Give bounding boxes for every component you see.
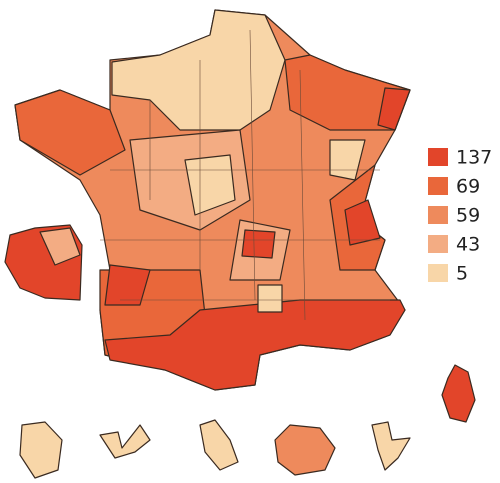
martinique — [199, 419, 239, 471]
landes — [104, 264, 151, 306]
corsica — [441, 364, 476, 423]
cantal — [241, 229, 276, 259]
guadeloupe — [99, 424, 151, 459]
legend-swatch — [428, 235, 448, 253]
legend-label: 59 — [456, 205, 480, 227]
reunion — [274, 424, 336, 476]
legend: 137 69 59 43 5 — [428, 147, 492, 285]
legend-label: 137 — [456, 147, 492, 169]
south-coast — [104, 299, 406, 391]
borders — [100, 29, 390, 321]
alsace — [377, 87, 411, 131]
legend-swatch — [428, 148, 448, 166]
west-islands-inner — [39, 227, 81, 266]
legend-swatch — [428, 177, 448, 195]
legend-label: 43 — [456, 234, 480, 256]
regions — [4, 9, 476, 479]
lozere — [257, 284, 283, 313]
legend-swatch — [428, 264, 448, 282]
north-region — [111, 9, 286, 131]
brittany — [14, 89, 126, 176]
savoie — [344, 199, 381, 246]
legend-label: 5 — [456, 263, 468, 285]
guyane — [19, 421, 63, 479]
legend-label: 69 — [456, 176, 480, 198]
mayotte — [371, 421, 411, 471]
legend-swatch — [428, 206, 448, 224]
